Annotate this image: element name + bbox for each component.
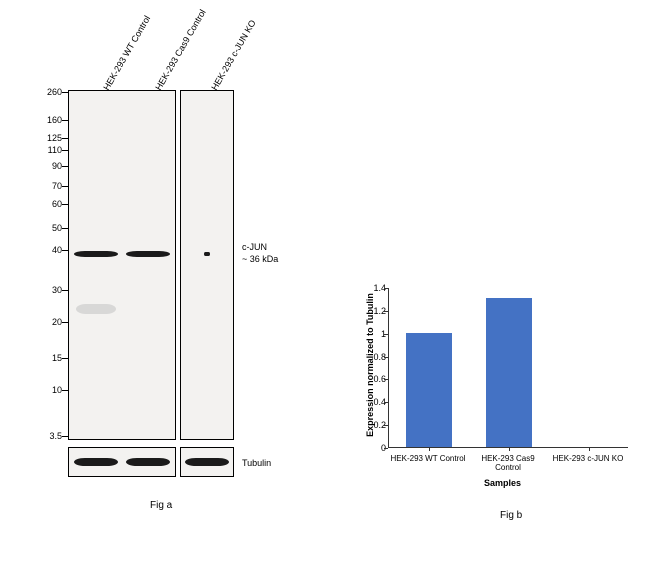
bar-chart: Expression normalized to Tubulin Samples… (360, 280, 630, 490)
x-tick-mark (589, 447, 590, 451)
loading-label: Tubulin (242, 458, 271, 468)
blot-band (204, 252, 210, 256)
x-axis-title: Samples (484, 478, 521, 488)
target-label: c-JUN (242, 242, 267, 252)
x-tick-label: HEK-293 c-JUN KO (548, 454, 628, 463)
blot-band (76, 304, 116, 314)
mw-tick-mark (62, 290, 68, 291)
mw-tick-mark (62, 120, 68, 121)
mw-tick-label: 40 (34, 245, 62, 255)
lane-label: HEK-293 c-JUN KO (209, 18, 257, 92)
mw-tick-label: 50 (34, 223, 62, 233)
y-tick-mark (384, 288, 388, 289)
chart-bar (486, 298, 532, 447)
mw-tick-mark (62, 228, 68, 229)
y-tick-mark (384, 402, 388, 403)
y-tick-mark (384, 334, 388, 335)
chart-bar (406, 333, 452, 447)
mw-tick-mark (62, 166, 68, 167)
chart-plot-area (388, 288, 628, 448)
mw-tick-label: 110 (34, 145, 62, 155)
mw-tick-label: 3.5 (34, 431, 62, 441)
lane-label: HEK-293 WT Control (101, 14, 152, 92)
mw-tick-mark (62, 250, 68, 251)
mw-tick-mark (62, 390, 68, 391)
mw-tick-label: 70 (34, 181, 62, 191)
x-tick-mark (429, 447, 430, 451)
y-tick-mark (384, 311, 388, 312)
tubulin-band (185, 458, 229, 466)
mw-tick-label: 15 (34, 353, 62, 363)
mw-tick-label: 10 (34, 385, 62, 395)
mw-tick-mark (62, 186, 68, 187)
tubulin-band (74, 458, 118, 466)
y-tick-mark (384, 448, 388, 449)
mw-tick-mark (62, 138, 68, 139)
blot-area (68, 90, 238, 480)
mw-tick-label: 160 (34, 115, 62, 125)
mw-tick-mark (62, 358, 68, 359)
mw-tick-mark (62, 322, 68, 323)
tubulin-band (126, 458, 170, 466)
y-tick-mark (384, 425, 388, 426)
mw-tick-mark (62, 436, 68, 437)
figure-a-caption: Fig a (150, 500, 172, 511)
blot-band (74, 251, 118, 257)
x-tick-label: HEK-293 WT Control (388, 454, 468, 463)
mw-tick-mark (62, 92, 68, 93)
figure-b-caption: Fig b (500, 510, 522, 521)
lane-label: HEK-293 Cas9 Control (153, 8, 207, 92)
mw-tick-label: 125 (34, 133, 62, 143)
mw-tick-mark (62, 150, 68, 151)
blot-panel-main-left (68, 90, 176, 440)
x-tick-mark (509, 447, 510, 451)
y-tick-mark (384, 379, 388, 380)
x-tick-label: HEK-293 Cas9 Control (468, 454, 548, 472)
mw-tick-mark (62, 204, 68, 205)
figure-a: HEK-293 WT Control HEK-293 Cas9 Control … (30, 10, 310, 550)
target-mw-label: ~ 36 kDa (242, 254, 278, 264)
blot-panel-main-right (180, 90, 234, 440)
blot-band (126, 251, 170, 257)
mw-tick-label: 60 (34, 199, 62, 209)
mw-tick-label: 90 (34, 161, 62, 171)
mw-tick-label: 20 (34, 317, 62, 327)
y-tick-mark (384, 357, 388, 358)
figure-b: Expression normalized to Tubulin Samples… (320, 280, 640, 540)
mw-tick-label: 30 (34, 285, 62, 295)
mw-tick-label: 260 (34, 87, 62, 97)
